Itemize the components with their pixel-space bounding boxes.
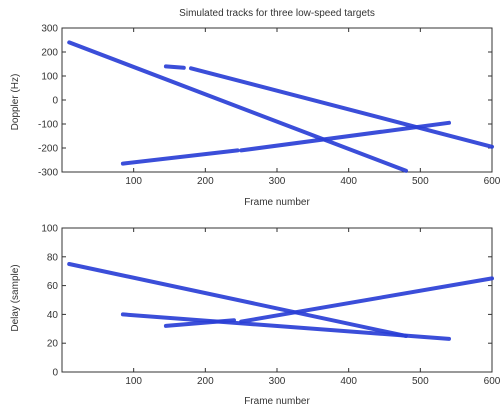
- delay-x-tick-label: 100: [125, 376, 142, 387]
- chart-title: Simulated tracks for three low-speed tar…: [179, 8, 375, 19]
- delay-track-1-segment-1: [67, 262, 408, 338]
- delay-track-2-segment-1: [120, 312, 451, 341]
- delay-x-tick-label: 400: [340, 376, 357, 387]
- doppler-y-tick-label: 100: [41, 72, 58, 83]
- delay-x-tick-label: 600: [484, 376, 501, 387]
- doppler-y-axis-label: Doppler (Hz): [10, 74, 21, 131]
- delay-x-tick-label: 500: [412, 376, 429, 387]
- doppler-x-tick-label: 300: [269, 176, 286, 187]
- delay-x-tick-label: 200: [197, 376, 214, 387]
- doppler-y-tick-label: 200: [41, 48, 58, 59]
- doppler-panel: Simulated tracks for three low-speed tar…: [10, 8, 501, 208]
- delay-track-3-segment-1: [163, 318, 236, 328]
- doppler-y-tick-label: -100: [38, 120, 58, 131]
- delay-y-tick-label: 60: [47, 281, 59, 292]
- delay-x-axis-label: Frame number: [244, 396, 310, 407]
- doppler-track-2-segment-1: [163, 64, 186, 70]
- doppler-x-tick-label: 100: [125, 176, 142, 187]
- delay-y-tick-label: 40: [47, 310, 59, 321]
- doppler-x-tick-label: 600: [484, 176, 501, 187]
- delay-x-tick-label: 300: [269, 376, 286, 387]
- doppler-x-axis-label: Frame number: [244, 197, 310, 208]
- doppler-y-tick-label: -300: [38, 168, 58, 179]
- delay-y-tick-label: 0: [52, 368, 58, 379]
- delay-y-tick-label: 80: [47, 252, 59, 263]
- doppler-track-3-segment-2: [239, 120, 451, 153]
- doppler-track-2-segment-2: [189, 66, 494, 149]
- doppler-y-tick-label: 300: [41, 24, 58, 35]
- doppler-y-tick-label: 0: [52, 96, 58, 107]
- doppler-x-tick-label: 200: [197, 176, 214, 187]
- doppler-track-1-segment-1: [67, 40, 408, 173]
- doppler-x-tick-label: 500: [412, 176, 429, 187]
- delay-panel: Frame number Delay (sample) 100 200 300 400…: [10, 224, 501, 408]
- doppler-x-tick-label: 400: [340, 176, 357, 187]
- doppler-y-tick-label: -200: [38, 144, 58, 155]
- delay-y-axis-label: Delay (sample): [10, 264, 21, 331]
- doppler-track-3-segment-1: [120, 148, 240, 166]
- delay-y-tick-label: 100: [41, 224, 58, 235]
- delay-y-tick-label: 20: [47, 339, 59, 350]
- delay-track-3-segment-2: [239, 276, 494, 324]
